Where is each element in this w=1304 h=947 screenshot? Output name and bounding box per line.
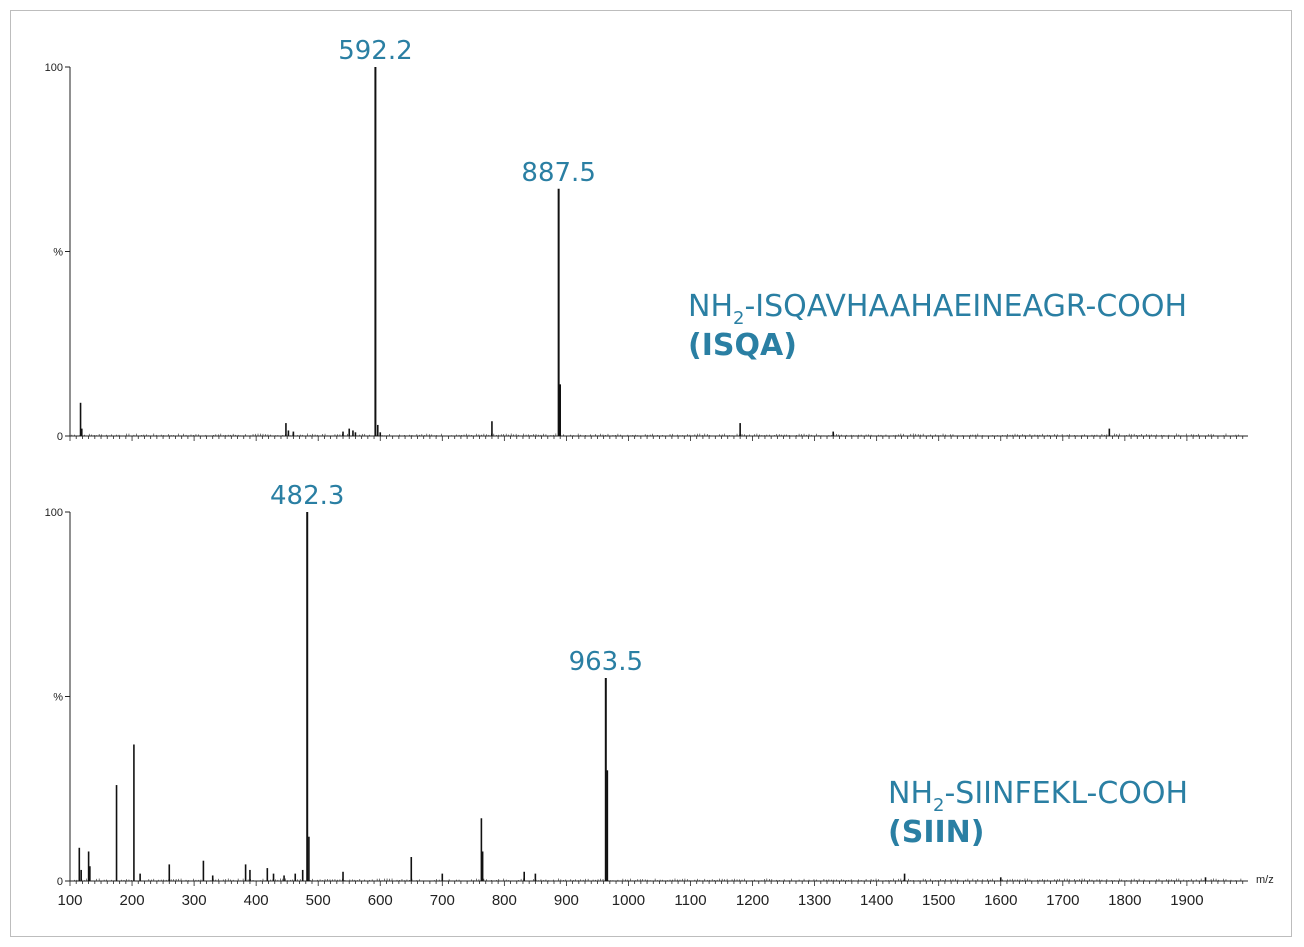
spectrum-bottom: 100% 0 100 200 300 400 500 600 700 800 900 1000 1100… [45,481,1274,909]
x-tick-label: 1500 [922,892,955,909]
x-tick-label: 600 [368,892,393,909]
x-tick-label: 500 [306,892,331,909]
x-tick-label: 1800 [1108,892,1141,909]
peptide-prefix: NH [688,289,733,324]
peak-label: 592.2 [338,36,412,66]
x-tick-label: 400 [244,892,269,909]
x-tick-label: 1400 [860,892,893,909]
x-tick-label: 1100 [674,892,706,909]
peak-label: 482.3 [270,481,344,511]
peptide-suffix: -SIINFEKL-COOH [944,776,1188,811]
y-tick-label: % [53,692,63,704]
peptide-prefix: NH [888,776,933,811]
x-tick-label: 1000 [612,892,645,909]
peptide-sequence: NH2-ISQAVHAAHAEINEAGR-COOH [688,289,1187,329]
x-tick-label: 1300 [798,892,831,909]
y-tick-label: 0 [57,876,63,888]
x-tick-label: 900 [554,892,579,909]
x-axis-label: m/z [1256,874,1274,886]
x-tick-label: 1600 [984,892,1017,909]
figure-frame [10,10,1292,937]
y-tick-label: 100 [45,507,63,519]
peptide-sequence: NH2-SIINFEKL-COOH [888,776,1188,816]
x-tick-label: 1200 [736,892,769,909]
x-tick-label: 200 [120,892,145,909]
peptide-suffix: -ISQAVHAAHAEINEAGR-COOH [744,289,1187,324]
peptide-subscript: 2 [733,308,744,329]
x-tick-label: 800 [492,892,517,909]
peptide-short-name: (ISQA) [688,328,797,363]
peptide-short-name: (SIIN) [888,815,984,850]
x-tick-label: 700 [430,892,455,909]
y-tick-label: 100 [45,62,63,74]
peak-label: 887.5 [521,158,595,188]
peptide-subscript: 2 [933,795,944,816]
y-tick-label: 0 [57,431,63,443]
y-tick-label: % [53,247,63,259]
peak-label: 963.5 [569,647,643,677]
x-tick-label: 300 [182,892,207,909]
x-tick-label: 100 [57,892,82,909]
x-tick-label: 1900 [1170,892,1203,909]
x-tick-label: 1700 [1046,892,1079,909]
spectrum-top: 100% 0 592.2 887.5 NH2-ISQAVHAAHAEINEAGR-COO… [45,36,1248,443]
